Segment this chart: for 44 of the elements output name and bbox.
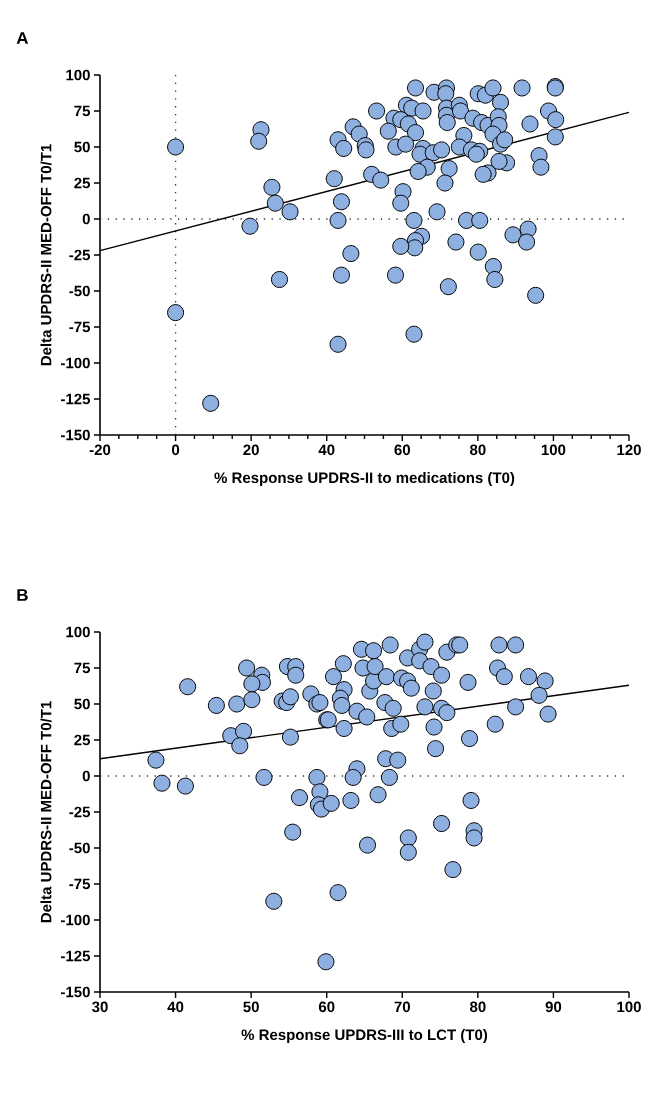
x-tick-label: 80 xyxy=(469,1001,486,1013)
x-tick-label: 100 xyxy=(541,444,566,456)
x-tick-label: 30 xyxy=(92,1001,108,1013)
x-tick-label: 60 xyxy=(394,444,410,456)
x-tick-label: 70 xyxy=(394,1001,410,1013)
x-axis-title: % Response UPDRS-II to medications (T0) xyxy=(214,472,515,486)
y-tick-label: -125 xyxy=(61,950,91,962)
x-axis-title: % Response UPDRS-III to LCT (T0) xyxy=(241,1029,488,1043)
y-tick-label: 0 xyxy=(82,213,90,225)
x-tick-label: 40 xyxy=(167,1001,184,1013)
x-tick-label: 0 xyxy=(171,444,180,456)
chart-title: A xyxy=(16,32,29,44)
y-tick-label: -125 xyxy=(61,393,91,405)
y-tick-label: 100 xyxy=(66,626,90,638)
y-axis-title: Delta UPDRS-II MED-OFF T0/T1 xyxy=(40,144,52,366)
x-tick-label: 100 xyxy=(617,1001,641,1013)
x-tick-label: 40 xyxy=(318,444,335,456)
x-tick-label: 120 xyxy=(617,444,641,456)
y-tick-label: 50 xyxy=(74,698,90,710)
x-tick-label: 20 xyxy=(243,444,259,456)
y-tick-label: -150 xyxy=(61,986,90,998)
y-tick-label: 0 xyxy=(82,770,90,782)
x-tick-label: 90 xyxy=(545,1001,562,1013)
y-tick-label: -25 xyxy=(69,249,91,261)
y-tick-label: 75 xyxy=(74,662,91,674)
y-tick-label: -25 xyxy=(69,806,91,818)
x-tick-label: 50 xyxy=(243,1001,259,1013)
y-tick-label: -50 xyxy=(69,285,90,297)
chart-title: B xyxy=(17,589,28,601)
y-tick-label: 25 xyxy=(74,734,91,746)
x-tick-label: 80 xyxy=(469,444,486,456)
y-tick-label: -75 xyxy=(69,878,91,890)
y-tick-label: -50 xyxy=(69,842,90,854)
y-tick-label: 25 xyxy=(74,177,91,189)
y-tick-label: -100 xyxy=(61,357,90,369)
y-tick-label: -150 xyxy=(61,429,90,441)
x-tick-label: -20 xyxy=(89,444,111,456)
y-tick-label: 50 xyxy=(74,141,90,153)
y-tick-label: -75 xyxy=(69,321,91,333)
y-tick-label: -100 xyxy=(61,914,90,926)
y-axis-title: Delta UPDRS-II MED-OFF T0/T1 xyxy=(40,701,52,923)
y-tick-label: 75 xyxy=(74,105,91,117)
x-tick-label: 60 xyxy=(318,1001,335,1013)
y-tick-label: 100 xyxy=(66,69,90,81)
